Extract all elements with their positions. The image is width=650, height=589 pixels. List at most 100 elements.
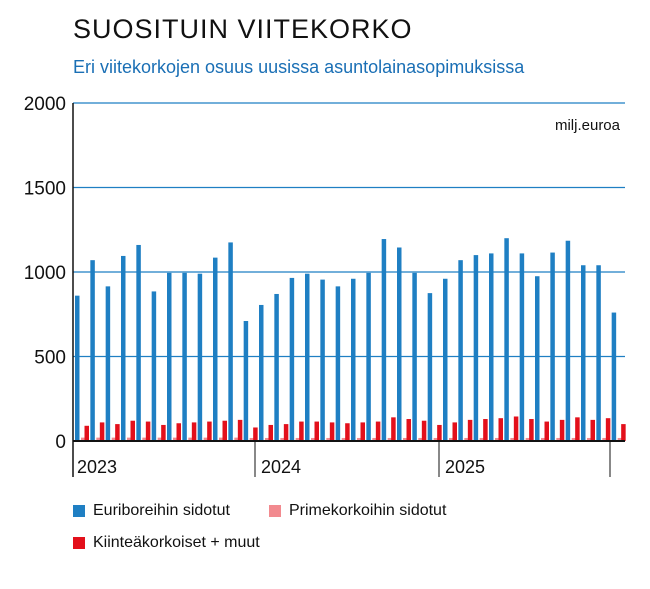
bar-euribor: [289, 277, 295, 441]
bar-prime: [127, 437, 131, 441]
bar-fixed: [483, 419, 488, 441]
bar-fixed: [345, 423, 350, 441]
bar-euribor: [305, 273, 310, 441]
bar-euribor: [565, 240, 571, 441]
bar-euribor: [228, 242, 233, 441]
bar-euribor: [136, 244, 141, 441]
bar-euribor: [397, 247, 402, 441]
y-tick-label: 1000: [24, 263, 66, 284]
bar-euribor: [197, 273, 203, 441]
bar-fixed: [360, 422, 365, 441]
bar-euribor: [75, 295, 80, 441]
bar-prime: [602, 437, 607, 441]
bar-euribor: [489, 253, 494, 441]
bar-euribor: [519, 253, 525, 441]
bar-fixed: [590, 419, 595, 441]
year-label: 2025: [445, 457, 485, 477]
bar-prime: [111, 437, 116, 441]
bar-prime: [188, 437, 193, 441]
bar-prime: [510, 437, 515, 441]
bar-prime: [280, 437, 285, 441]
bar-fixed: [130, 420, 135, 441]
bar-euribor: [504, 238, 509, 441]
bar-euribor: [105, 286, 111, 441]
bar-prime: [479, 437, 484, 441]
bar-fixed: [375, 421, 381, 441]
bar-prime: [219, 437, 223, 441]
bar-fixed: [207, 421, 212, 441]
bar-prime: [341, 437, 346, 441]
bar-prime: [571, 437, 576, 441]
bar-prime: [157, 437, 162, 441]
bar-prime: [265, 437, 269, 441]
legend-item-euribor: Euriboreihin sidotut: [73, 502, 230, 520]
legend-label-euribor: Euriboreihin sidotut: [93, 502, 230, 519]
bar-fixed: [237, 419, 243, 441]
y-axis-labels: 0 500 1000 1500 2000: [24, 94, 66, 453]
bar-fixed: [467, 419, 473, 441]
bar-euribor: [381, 239, 387, 441]
bar-euribor: [320, 279, 325, 441]
unit-label: milj.euroa: [555, 117, 621, 134]
bar-fixed: [421, 420, 427, 441]
year-label: 2023: [77, 457, 117, 477]
legend-label-fixed: Kiinteäkorkoiset + muut: [93, 534, 260, 551]
legend-swatch-prime: [269, 505, 281, 517]
bar-euribor: [412, 272, 417, 441]
bar-euribor: [259, 304, 264, 441]
y-tick-label: 500: [34, 348, 66, 369]
bar-prime: [203, 437, 208, 441]
bar-fixed: [299, 421, 304, 441]
bar-prime: [433, 437, 438, 441]
legend-swatch-euribor: [73, 505, 85, 517]
bar-euribor: [458, 260, 463, 441]
bar-prime: [464, 437, 469, 441]
bar-prime: [326, 437, 331, 441]
bar-fixed: [391, 417, 396, 441]
bar-prime: [587, 437, 591, 441]
bar-euribor: [443, 278, 448, 441]
bar-prime: [556, 437, 561, 441]
bar-prime: [525, 437, 530, 441]
bar-fixed: [329, 422, 335, 441]
bar-prime: [173, 437, 177, 441]
bar-prime: [249, 437, 254, 441]
bar-prime: [449, 437, 453, 441]
legend-item-prime: Primekorkoihin sidotut: [269, 502, 446, 520]
bar-euribor: [351, 278, 356, 441]
bar-prime: [617, 437, 622, 441]
bar-fixed: [99, 422, 105, 441]
bar-fixed: [145, 421, 151, 441]
bar-euribor: [596, 265, 601, 441]
bar-euribor: [473, 255, 479, 441]
bar-euribor: [182, 272, 187, 441]
legend-swatch-fixed: [73, 537, 85, 549]
bar-euribor: [581, 265, 586, 441]
bar-fixed: [115, 424, 120, 441]
bar-euribor: [611, 312, 617, 441]
bar-prime: [387, 437, 392, 441]
bar-fixed: [559, 419, 565, 441]
bar-fixed: [452, 422, 457, 441]
bars: [75, 238, 626, 441]
y-tick-label: 2000: [24, 94, 66, 115]
bar-fixed: [283, 424, 289, 441]
bar-euribor: [427, 293, 433, 441]
bar-prime: [96, 437, 101, 441]
bar-euribor: [121, 255, 126, 441]
bar-euribor: [535, 276, 540, 441]
chart-title: SUOSITUIN VIITEKORKO: [73, 14, 413, 44]
bar-prime: [372, 437, 377, 441]
y-tick-label: 1500: [24, 179, 66, 200]
y-tick-label: 0: [55, 432, 66, 453]
bar-fixed: [605, 418, 611, 441]
bar-euribor: [151, 291, 157, 441]
bar-fixed: [406, 419, 411, 441]
year-label: 2024: [261, 457, 301, 477]
bar-fixed: [544, 421, 549, 441]
bar-prime: [541, 437, 545, 441]
bar-fixed: [513, 416, 519, 441]
bar-prime: [142, 437, 147, 441]
bar-fixed: [621, 424, 626, 441]
bar-euribor: [90, 260, 95, 441]
